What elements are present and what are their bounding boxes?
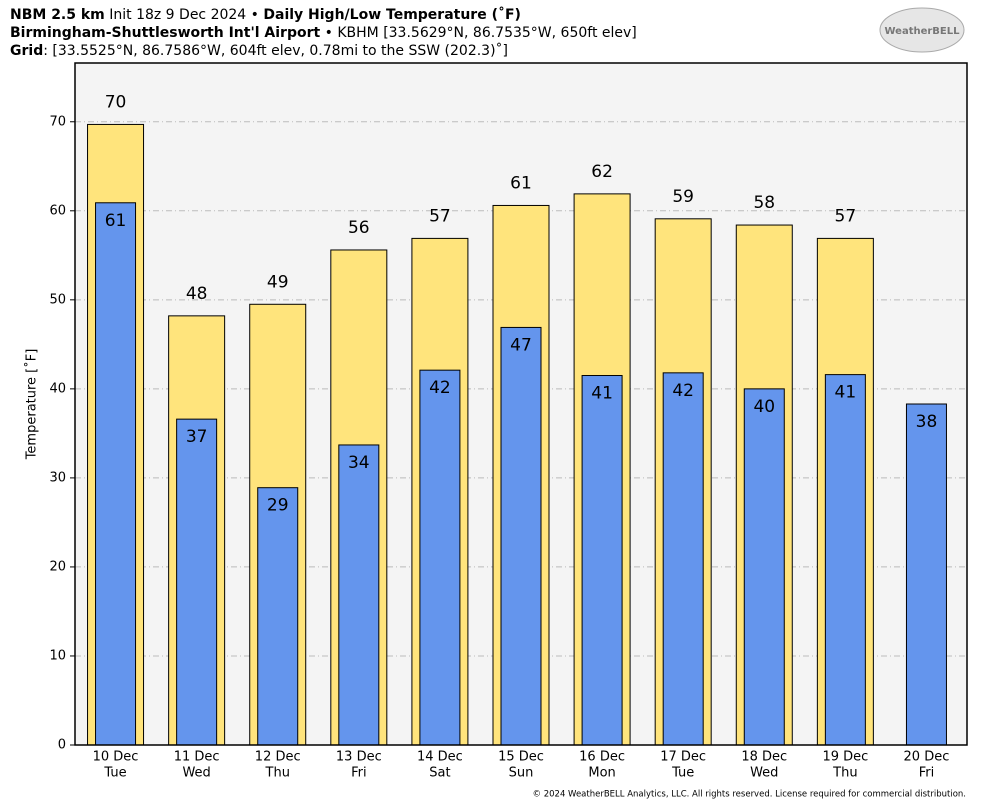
y-tick-label: 70 <box>49 114 66 129</box>
x-tick-label: 15 Dec <box>498 750 544 765</box>
bar <box>95 202 137 746</box>
logo-text: WeatherBELL <box>884 26 960 37</box>
y-tick-label: 30 <box>49 470 66 485</box>
header-line: Grid: [33.5525°N, 86.7586°W, 604ft elev,… <box>10 42 508 59</box>
plot <box>75 121 967 746</box>
header-segment: • KBHM [33.5629°N, 86.7535°W, 650ft elev… <box>320 25 637 41</box>
x-tick-label: 11 Dec <box>174 750 220 765</box>
x-tick-label: 18 Dec <box>741 750 787 765</box>
value-label: 34 <box>348 453 370 473</box>
x-tick-sublabel: Fri <box>919 766 935 781</box>
bar <box>662 372 704 746</box>
header-line: Birmingham-Shuttlesworth Int'l Airport •… <box>10 25 637 41</box>
value-label: 38 <box>916 412 938 432</box>
value-label: 41 <box>835 383 857 403</box>
value-label: 42 <box>429 378 451 398</box>
x-tick-sublabel: Sun <box>509 766 534 781</box>
header-line: NBM 2.5 km Init 18z 9 Dec 2024 • Daily H… <box>10 6 521 23</box>
header-segment: Daily High/Low Temperature (˚F) <box>263 6 521 23</box>
header: NBM 2.5 km Init 18z 9 Dec 2024 • Daily H… <box>10 6 637 59</box>
y-tick-label: 20 <box>49 559 66 574</box>
y-tick-label: 40 <box>49 381 66 396</box>
value-label: 61 <box>510 173 532 193</box>
value-label: 41 <box>591 384 613 404</box>
x-tick-label: 10 Dec <box>93 750 139 765</box>
header-segment: NBM 2.5 km <box>10 7 105 23</box>
header-segment: : [33.5525°N, 86.7586°W, 604ft elev, 0.7… <box>43 42 508 59</box>
x-tick-sublabel: Wed <box>750 766 778 781</box>
logo: WeatherBELL <box>879 7 965 53</box>
header-segment: Grid <box>10 43 43 59</box>
x-tick-sublabel: Sat <box>429 766 450 781</box>
x-tick-sublabel: Fri <box>351 766 367 781</box>
x-tick-sublabel: Tue <box>671 766 694 781</box>
x-tick-label: 14 Dec <box>417 750 463 765</box>
x-tick-label: 19 Dec <box>822 750 868 765</box>
header-segment: Init 18z 9 Dec 2024 • <box>105 7 264 23</box>
value-label: 29 <box>267 496 289 516</box>
plot-frame <box>74 62 968 746</box>
x-tick-label: 20 Dec <box>904 750 950 765</box>
value-label: 59 <box>672 187 694 207</box>
value-label: 42 <box>672 381 694 401</box>
value-label: 47 <box>510 335 532 355</box>
value-label: 49 <box>267 272 289 292</box>
y-tick-label: 10 <box>49 648 66 663</box>
y-axis-label: Temperature [˚F] <box>24 349 40 461</box>
x-tick-sublabel: Mon <box>588 766 615 781</box>
value-label: 40 <box>753 397 775 417</box>
value-label: 70 <box>105 92 127 112</box>
x-tick-sublabel: Thu <box>265 766 290 781</box>
x-tick-sublabel: Wed <box>182 766 210 781</box>
x-tick-sublabel: Tue <box>103 766 126 781</box>
bar <box>176 418 218 746</box>
x-tick-sublabel: Thu <box>832 766 857 781</box>
value-label: 56 <box>348 218 370 238</box>
value-label: 57 <box>835 206 857 226</box>
logo-badge <box>879 7 965 53</box>
y-tick-label: 60 <box>49 203 66 218</box>
bar <box>743 388 785 746</box>
value-label: 57 <box>429 206 451 226</box>
value-label: 37 <box>186 427 208 447</box>
value-label: 48 <box>186 284 208 304</box>
bar <box>824 374 866 746</box>
bar <box>338 444 380 746</box>
y-tick-label: 50 <box>49 292 66 307</box>
bar <box>419 369 461 746</box>
x-tick-label: 12 Dec <box>255 750 301 765</box>
footer: © 2024 WeatherBELL Analytics, LLC. All r… <box>533 790 966 800</box>
value-label: 62 <box>591 162 613 182</box>
bar <box>905 403 947 746</box>
x-tick-label: 17 Dec <box>660 750 706 765</box>
x-tick-label: 16 Dec <box>579 750 625 765</box>
bar <box>500 326 542 746</box>
bar <box>257 487 299 746</box>
value-label: 58 <box>753 193 775 213</box>
x-tick-label: 13 Dec <box>336 750 382 765</box>
value-label: 61 <box>105 211 127 231</box>
header-segment: Birmingham-Shuttlesworth Int'l Airport <box>10 25 320 41</box>
bar <box>581 375 623 746</box>
y-tick-label: 0 <box>58 738 66 753</box>
